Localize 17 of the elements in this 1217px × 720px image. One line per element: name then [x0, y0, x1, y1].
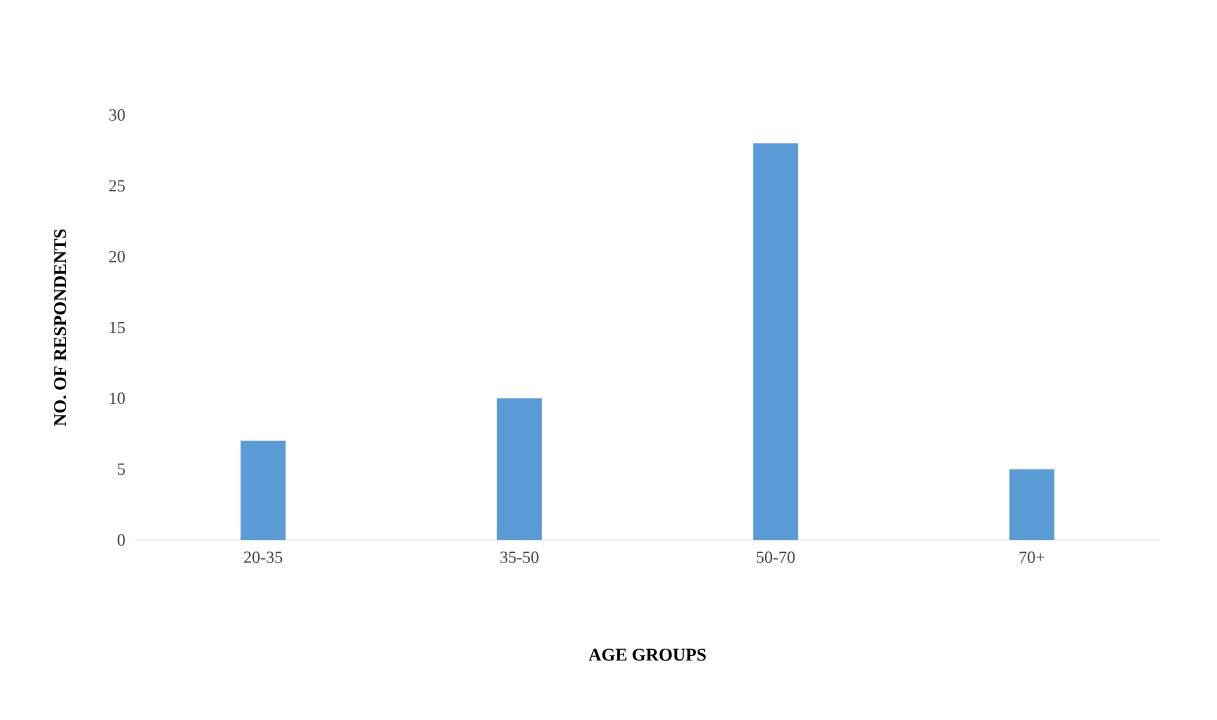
bar: [240, 440, 286, 540]
x-tick-label: 20-35: [244, 551, 283, 563]
y-tick-label: 0: [117, 534, 125, 546]
y-tick-label: 10: [110, 392, 125, 405]
x-tick-label: 35-50: [500, 551, 539, 563]
y-tick-label: 20: [109, 250, 125, 263]
y-tick-label: 15: [110, 321, 125, 334]
x-tick-label: 70+: [1019, 551, 1045, 563]
y-tick-label: 25: [109, 180, 125, 192]
y-tick-label: 5: [118, 463, 125, 475]
x-tick-label: 50-70: [756, 551, 795, 563]
bar: [1009, 469, 1055, 540]
bar: [496, 398, 542, 540]
x-axis-title: AGE GROUPS: [588, 648, 706, 661]
y-axis-title: NO. OF RESPONDENTS: [54, 229, 67, 427]
y-tick-label: 30: [109, 109, 125, 121]
bar: [753, 143, 799, 540]
